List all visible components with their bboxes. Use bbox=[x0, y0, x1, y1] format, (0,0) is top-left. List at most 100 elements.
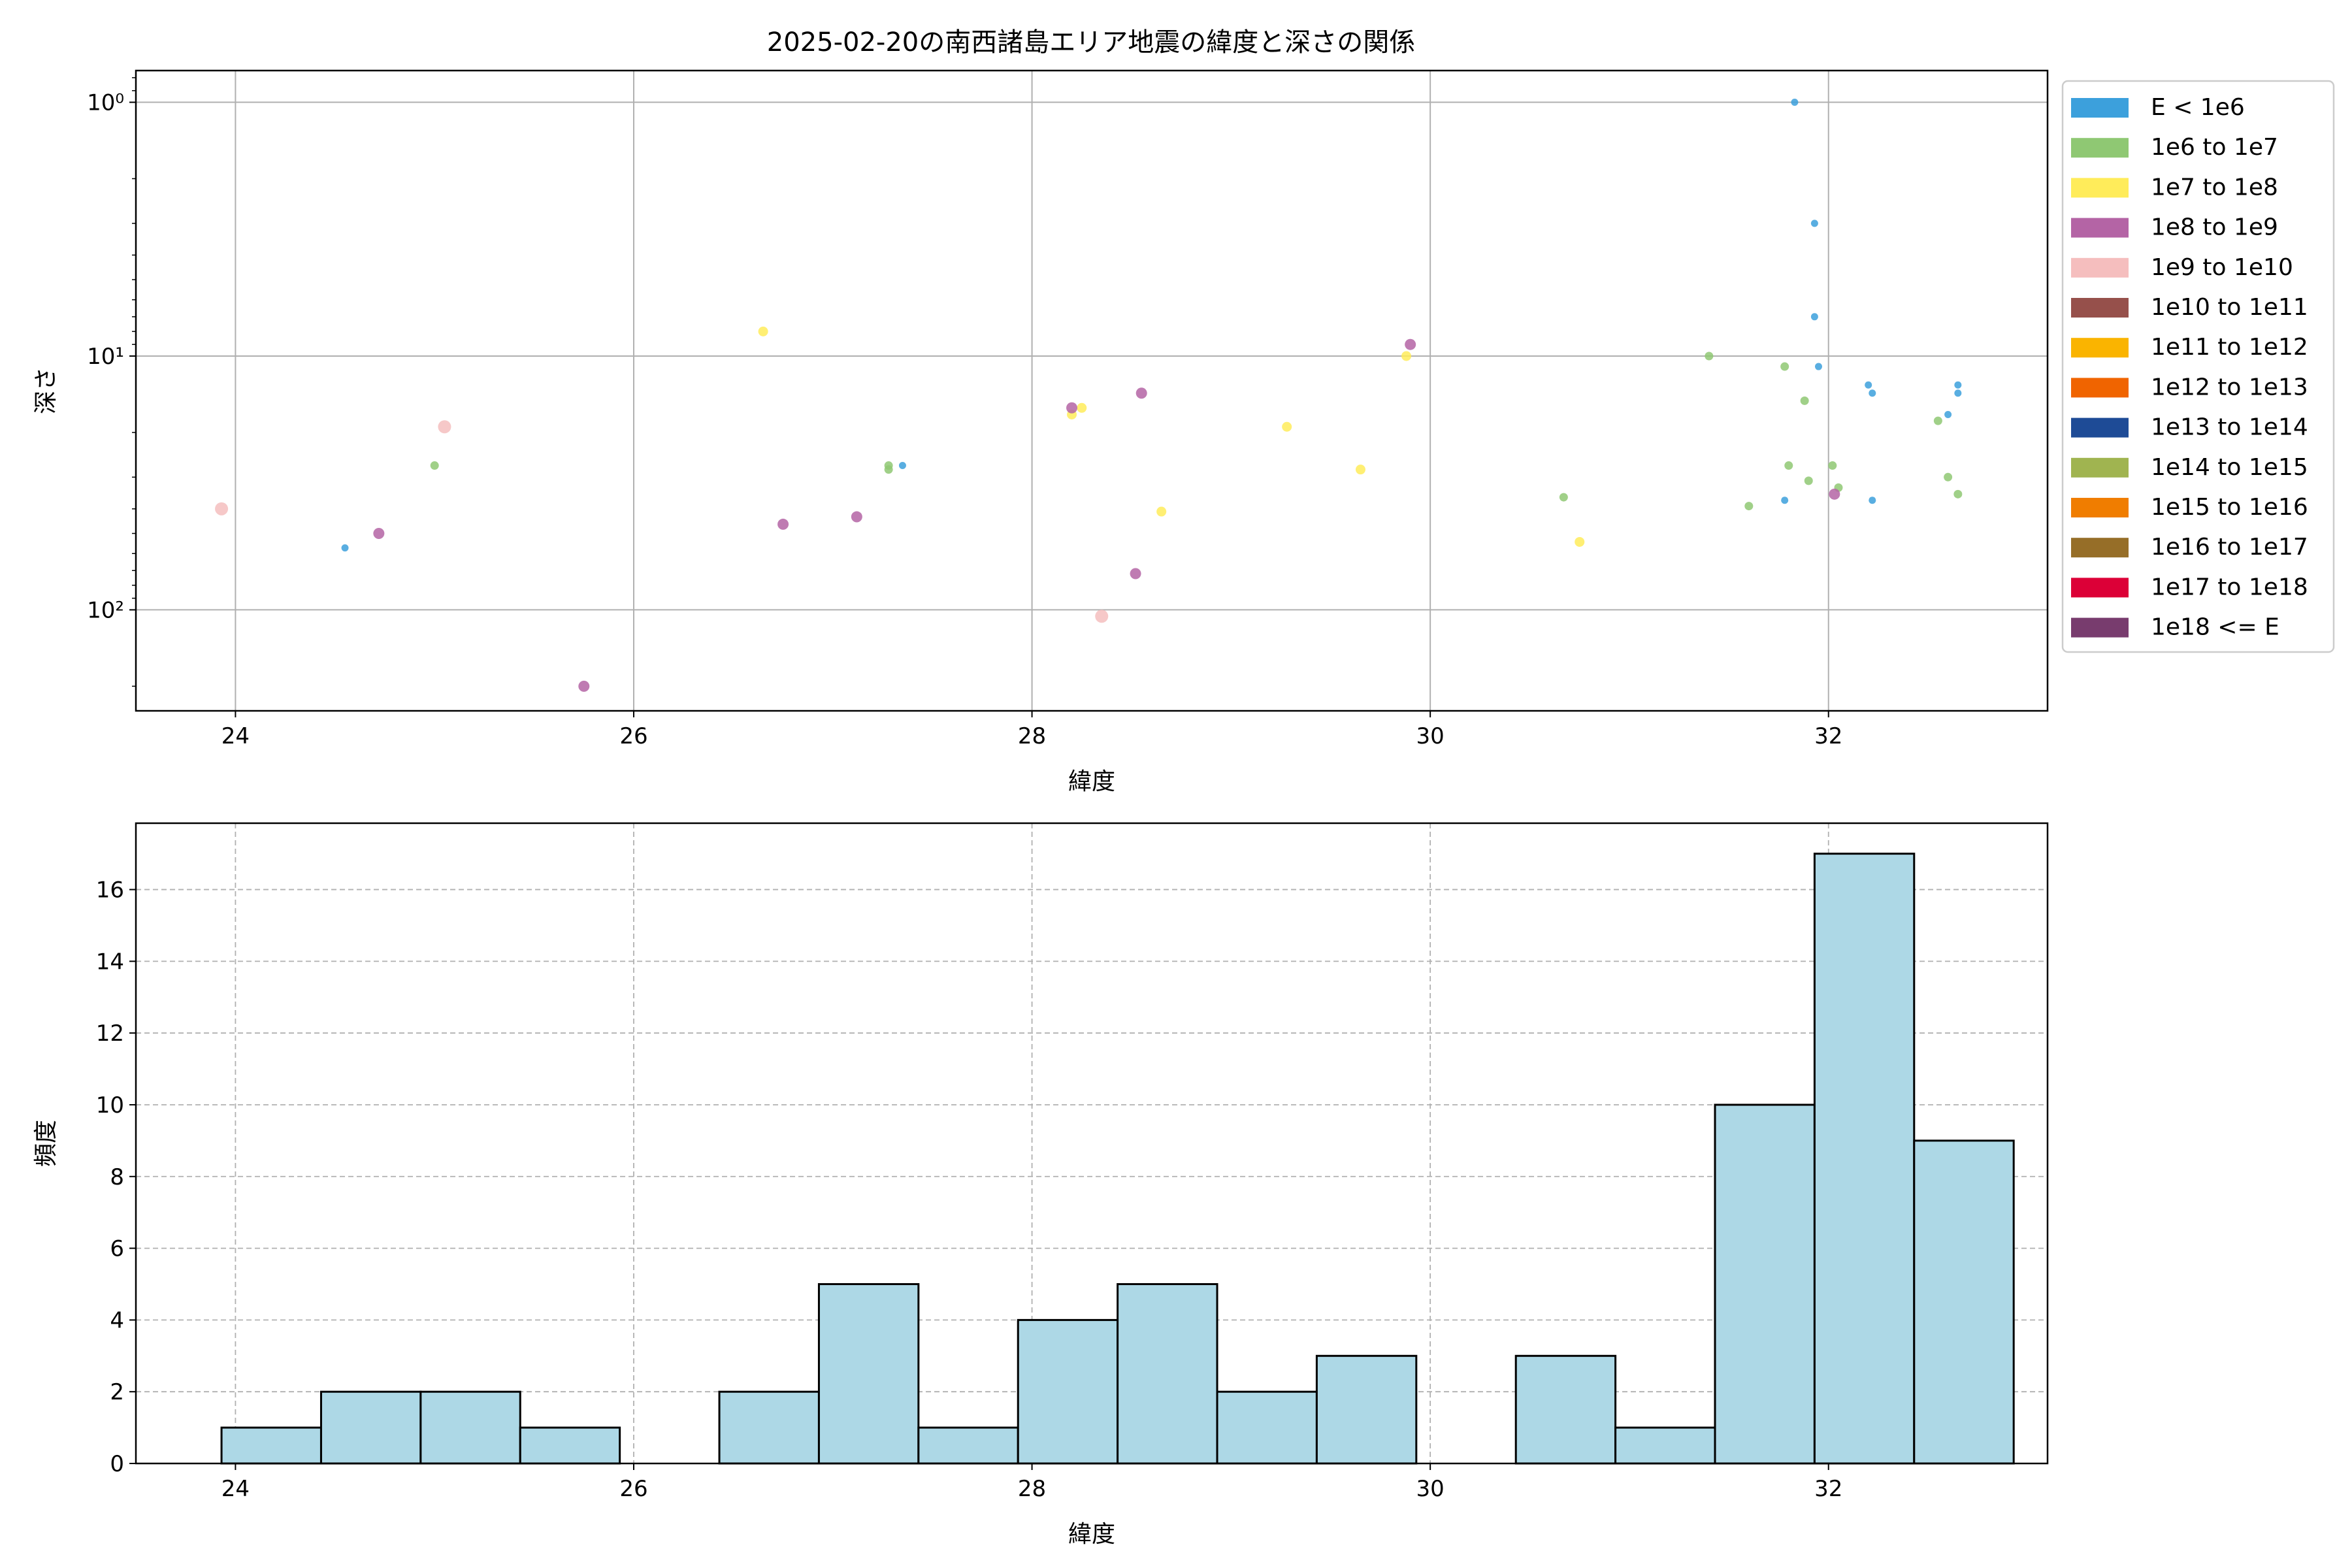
histogram-x-tick-label: 32 bbox=[1814, 1476, 1842, 1502]
legend-swatch bbox=[2071, 298, 2129, 318]
legend-label: 1e18 <= E bbox=[2151, 614, 2279, 641]
scatter-point bbox=[1953, 489, 1963, 498]
scatter-point bbox=[341, 544, 349, 552]
histogram-y-tick-label: 10 bbox=[96, 1092, 124, 1119]
histogram-x-tick-label: 30 bbox=[1416, 1476, 1445, 1502]
scatter-point bbox=[1954, 389, 1962, 397]
scatter-x-tick-label: 26 bbox=[619, 723, 647, 749]
legend-label: 1e17 to 1e18 bbox=[2151, 574, 2308, 600]
scatter-x-tick-label: 28 bbox=[1018, 723, 1046, 749]
scatter-point bbox=[1869, 497, 1876, 504]
legend-label: 1e15 to 1e16 bbox=[2151, 494, 2308, 521]
scatter-plot-area bbox=[136, 71, 2048, 711]
scatter-point bbox=[1156, 506, 1167, 517]
histogram-bar bbox=[718, 1390, 820, 1465]
scatter-point bbox=[1933, 416, 1942, 425]
scatter-point bbox=[578, 680, 590, 692]
scatter-point bbox=[1282, 421, 1292, 432]
legend-swatch bbox=[2071, 578, 2129, 598]
scatter-point bbox=[373, 527, 385, 539]
histogram-y-tick-label: 8 bbox=[110, 1164, 124, 1190]
legend-swatch bbox=[2071, 338, 2129, 358]
histogram-y-tick-label: 16 bbox=[96, 877, 124, 904]
legend-label: 1e12 to 1e13 bbox=[2151, 374, 2308, 400]
histogram-bar bbox=[1216, 1390, 1318, 1465]
scatter-y-axis-label: 深さ bbox=[33, 367, 59, 414]
histogram-bar bbox=[319, 1390, 422, 1465]
scatter-point bbox=[1095, 610, 1109, 623]
histogram-bar bbox=[1514, 1354, 1617, 1465]
histogram-y-ticks: 0 2 4 6 8 10 12 14 16 bbox=[96, 877, 136, 1477]
histogram-bar bbox=[220, 1426, 322, 1465]
scatter-x-ticks: 24 26 28 30 32 bbox=[221, 711, 1842, 749]
histogram-bar bbox=[1714, 1103, 1816, 1465]
histogram-bar bbox=[419, 1390, 521, 1465]
scatter-point bbox=[1784, 461, 1793, 470]
scatter-point bbox=[1405, 338, 1416, 350]
histogram-x-ticks: 24 26 28 30 32 bbox=[221, 1463, 1842, 1502]
scatter-panel: 24 26 28 30 32 10⁰ 10¹ 10² 緯度 深さ bbox=[33, 69, 2049, 795]
histogram-y-axis-label: 頻度 bbox=[33, 1120, 59, 1167]
scatter-point bbox=[1865, 381, 1872, 389]
histogram-bar bbox=[1315, 1354, 1418, 1465]
legend-label: 1e9 to 1e10 bbox=[2151, 254, 2293, 281]
scatter-point bbox=[1077, 402, 1087, 413]
scatter-point bbox=[1781, 497, 1789, 504]
scatter-x-tick-label: 24 bbox=[221, 723, 250, 749]
scatter-point bbox=[1828, 461, 1837, 470]
scatter-point bbox=[1355, 465, 1365, 475]
scatter-point bbox=[1130, 568, 1141, 580]
scatter-y-tick-label: 10⁰ bbox=[87, 90, 124, 116]
scatter-point bbox=[898, 462, 906, 470]
legend-label: 1e10 to 1e11 bbox=[2151, 294, 2308, 321]
scatter-points bbox=[215, 99, 1963, 692]
scatter-point bbox=[1066, 402, 1078, 414]
scatter-point bbox=[1780, 362, 1789, 371]
legend-swatch bbox=[2071, 178, 2129, 198]
legend-label: 1e7 to 1e8 bbox=[2151, 174, 2278, 201]
scatter-point bbox=[1800, 396, 1809, 405]
legend-label: 1e13 to 1e14 bbox=[2151, 414, 2308, 441]
legend-label: 1e8 to 1e9 bbox=[2151, 214, 2278, 241]
scatter-point bbox=[1814, 363, 1822, 370]
scatter-point bbox=[1954, 381, 1962, 389]
scatter-point bbox=[758, 326, 768, 336]
legend-label: 1e6 to 1e7 bbox=[2151, 134, 2278, 161]
legend-swatch bbox=[2071, 457, 2129, 478]
legend-swatch bbox=[2071, 257, 2129, 278]
legend-frame bbox=[2061, 80, 2335, 653]
legend-swatch bbox=[2071, 218, 2129, 238]
legend-label: 1e16 to 1e17 bbox=[2151, 534, 2308, 561]
legend-swatch bbox=[2071, 498, 2129, 517]
legend-swatch bbox=[2071, 617, 2129, 638]
legend-swatch bbox=[2071, 378, 2129, 398]
scatter-point bbox=[1791, 99, 1799, 106]
scatter-point bbox=[215, 502, 229, 515]
histogram-bar bbox=[1913, 1139, 2015, 1465]
legend-swatch bbox=[2071, 417, 2129, 438]
scatter-point bbox=[1810, 313, 1818, 321]
histogram-frame bbox=[135, 822, 2049, 1465]
scatter-point bbox=[1944, 410, 1952, 418]
scatter-point bbox=[430, 461, 439, 470]
histogram-bar bbox=[1813, 853, 1916, 1465]
scatter-grid bbox=[136, 71, 2048, 711]
scatter-point bbox=[1705, 351, 1714, 361]
scatter-x-tick-label: 32 bbox=[1814, 723, 1842, 749]
scatter-point bbox=[777, 518, 789, 530]
histogram-bar bbox=[1117, 1282, 1218, 1465]
histogram-bar bbox=[817, 1282, 920, 1465]
scatter-x-axis-label: 緯度 bbox=[1068, 768, 1115, 795]
histogram-bar bbox=[917, 1426, 1019, 1465]
histogram-y-tick-label: 4 bbox=[110, 1307, 124, 1333]
histogram-y-tick-label: 12 bbox=[96, 1021, 124, 1047]
legend: E < 1e6 1e6 to 1e7 1e7 to 1e8 1e8 to 1e9 1e9… bbox=[2061, 80, 2335, 653]
scatter-y-tick-label: 10¹ bbox=[87, 344, 124, 370]
scatter-point bbox=[1559, 493, 1568, 502]
scatter-point bbox=[1575, 536, 1585, 547]
scatter-point bbox=[1810, 220, 1818, 227]
histogram-y-tick-label: 2 bbox=[110, 1379, 124, 1405]
scatter-y-ticks: 10⁰ 10¹ 10² bbox=[87, 77, 136, 687]
scatter-y-tick-label: 10² bbox=[87, 597, 124, 623]
